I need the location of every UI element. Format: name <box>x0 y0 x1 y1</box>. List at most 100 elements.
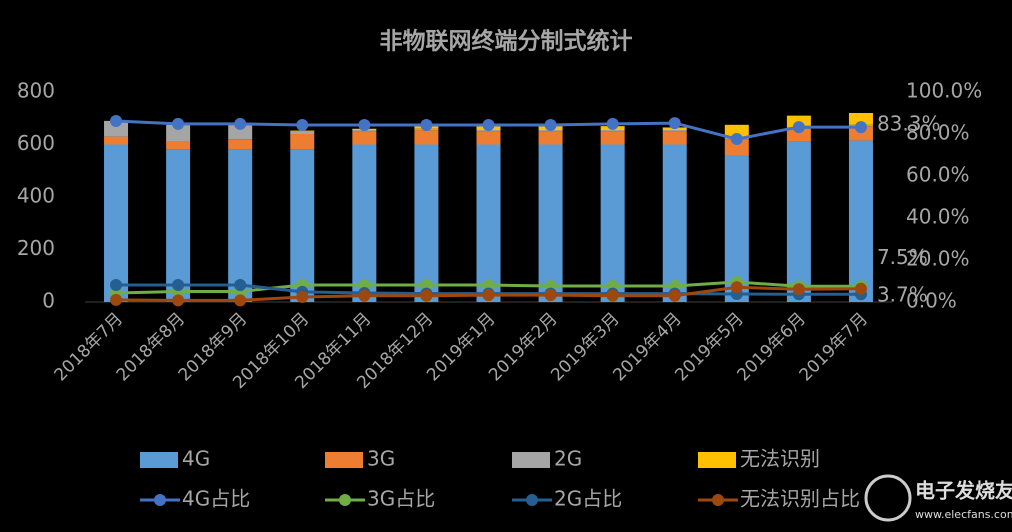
line-marker <box>358 118 371 131</box>
y2-tick-label: 80.0% <box>906 121 970 145</box>
line-marker <box>544 289 557 302</box>
bar-segment <box>104 144 129 302</box>
y2-tick-label: 20.0% <box>906 247 970 271</box>
line-marker <box>172 117 185 130</box>
bar-segment <box>848 126 873 141</box>
legend-label: 2G <box>554 447 582 471</box>
legend-swatch <box>325 452 363 468</box>
bar-segment <box>724 124 749 138</box>
line-marker <box>234 117 247 130</box>
legend-marker <box>154 494 166 506</box>
legend-swatch <box>140 452 178 468</box>
line-marker <box>172 278 185 291</box>
bar-segment <box>662 131 687 145</box>
bar-segment <box>848 140 873 302</box>
line-marker <box>482 278 495 291</box>
bar-segment <box>228 123 253 140</box>
bar-segment <box>166 149 191 302</box>
y-tick-label: 800 <box>17 79 55 103</box>
line-marker <box>420 118 433 131</box>
line-marker <box>792 121 805 134</box>
line-marker <box>172 294 185 307</box>
y2-tick-label: 100.0% <box>906 79 982 103</box>
bar-segment <box>104 136 129 145</box>
bar-segment <box>600 144 625 302</box>
bar-segment <box>352 131 377 145</box>
watermark-url: www.elecfans.com <box>915 508 1012 521</box>
bar-segment <box>662 144 687 302</box>
line-marker <box>296 118 309 131</box>
line-marker <box>668 117 681 130</box>
y-tick-label: 400 <box>17 184 55 208</box>
bar-segment <box>538 144 563 302</box>
data-label: 7.5% <box>877 245 928 269</box>
y2-tick-label: 60.0% <box>906 163 970 187</box>
line-marker <box>606 117 619 130</box>
watermark: 电子发烧友 www.elecfans.com <box>864 474 1012 522</box>
y2-tick-label: 0.0% <box>906 289 957 313</box>
legend-label: 无法识别占比 <box>740 487 860 511</box>
line-marker <box>358 289 371 302</box>
bar-segment <box>166 141 191 150</box>
bar-segment <box>662 130 687 132</box>
line-marker <box>482 289 495 302</box>
bar-segment <box>166 124 191 142</box>
legend-marker <box>712 494 724 506</box>
watermark-title: 电子发烧友 <box>915 479 1012 503</box>
bar-segment <box>538 131 563 145</box>
bar-segment <box>414 144 439 302</box>
y2-tick-label: 40.0% <box>906 205 970 229</box>
line-marker <box>110 293 123 306</box>
legend-marker <box>339 494 351 506</box>
chart-title: 非物联网终端分制式统计 <box>380 28 633 55</box>
bar-segment <box>600 130 625 132</box>
bar-segment <box>414 130 439 145</box>
legend-marker <box>526 494 538 506</box>
bar-segment <box>848 113 873 125</box>
line-marker <box>110 278 123 291</box>
bar-segment <box>104 120 129 137</box>
bar-segment <box>290 130 315 132</box>
bar-segment <box>786 128 811 142</box>
data-label: 83.3% <box>877 112 941 136</box>
line-marker <box>544 118 557 131</box>
line-marker <box>482 118 495 131</box>
legend-swatch <box>512 452 550 468</box>
line-marker <box>854 121 867 134</box>
bar-segment <box>228 149 253 302</box>
line-marker <box>854 282 867 295</box>
legend-swatch <box>698 452 736 468</box>
legend-label: 4G <box>182 447 210 471</box>
line-marker <box>296 290 309 303</box>
bar-segment <box>352 144 377 302</box>
y-tick-label: 0 <box>42 289 55 313</box>
bar-segment <box>476 131 501 145</box>
bar-segment <box>600 131 625 145</box>
bar-segment <box>228 139 253 150</box>
bar-segment <box>476 144 501 302</box>
bar-segment <box>290 134 315 150</box>
line-marker <box>420 278 433 291</box>
line-marker <box>730 133 743 146</box>
line-marker <box>668 289 681 302</box>
bar-segment <box>290 131 315 134</box>
legend-label: 无法识别 <box>740 447 820 471</box>
y-tick-label: 200 <box>17 236 55 260</box>
line-marker <box>730 281 743 294</box>
line-marker <box>234 294 247 307</box>
line-marker <box>420 289 433 302</box>
line-marker <box>110 114 123 127</box>
legend-label: 4G占比 <box>182 487 250 511</box>
data-label: 3.7% <box>877 283 928 307</box>
bar-segment <box>724 139 749 155</box>
line-marker <box>234 278 247 291</box>
line-marker <box>792 283 805 296</box>
legend-label: 3G <box>367 447 395 471</box>
legend-label: 2G占比 <box>554 487 622 511</box>
y-tick-label: 600 <box>17 131 55 155</box>
legend-label: 3G占比 <box>367 487 435 511</box>
bar-segment <box>786 141 811 302</box>
watermark-logo <box>864 474 912 522</box>
line-marker <box>606 289 619 302</box>
